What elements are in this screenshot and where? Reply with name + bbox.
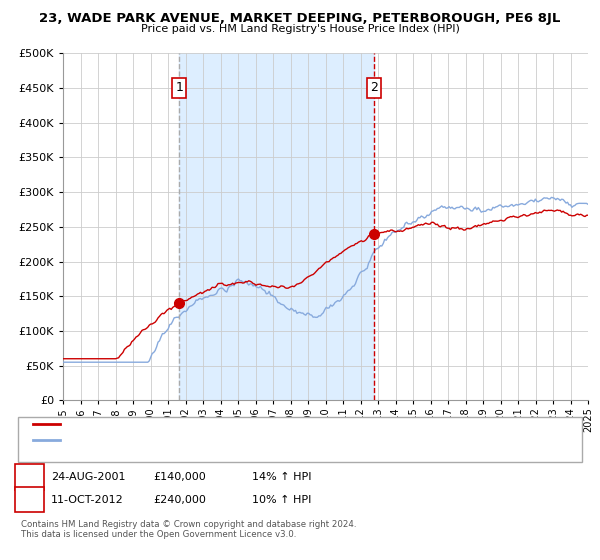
Text: £140,000: £140,000 — [153, 472, 206, 482]
Text: 23, WADE PARK AVENUE, MARKET DEEPING, PETERBOROUGH, PE6 8JL: 23, WADE PARK AVENUE, MARKET DEEPING, PE… — [40, 12, 560, 25]
Bar — [179, 53, 374, 400]
Text: 2: 2 — [26, 493, 33, 506]
Text: Price paid vs. HM Land Registry's House Price Index (HPI): Price paid vs. HM Land Registry's House … — [140, 24, 460, 34]
Text: 1: 1 — [26, 470, 33, 484]
Text: 14% ↑ HPI: 14% ↑ HPI — [252, 472, 311, 482]
Text: £240,000: £240,000 — [153, 494, 206, 505]
Text: 11-OCT-2012: 11-OCT-2012 — [51, 494, 124, 505]
Text: 1: 1 — [175, 81, 184, 95]
Text: Contains HM Land Registry data © Crown copyright and database right 2024.
This d: Contains HM Land Registry data © Crown c… — [21, 520, 356, 539]
Text: 10% ↑ HPI: 10% ↑ HPI — [252, 494, 311, 505]
Text: 24-AUG-2001: 24-AUG-2001 — [51, 472, 125, 482]
Text: HPI: Average price, detached house, South Kesteven: HPI: Average price, detached house, Sout… — [65, 435, 322, 445]
Text: 2: 2 — [370, 81, 378, 95]
Text: 23, WADE PARK AVENUE, MARKET DEEPING, PETERBOROUGH, PE6 8JL (detached house): 23, WADE PARK AVENUE, MARKET DEEPING, PE… — [65, 419, 496, 430]
